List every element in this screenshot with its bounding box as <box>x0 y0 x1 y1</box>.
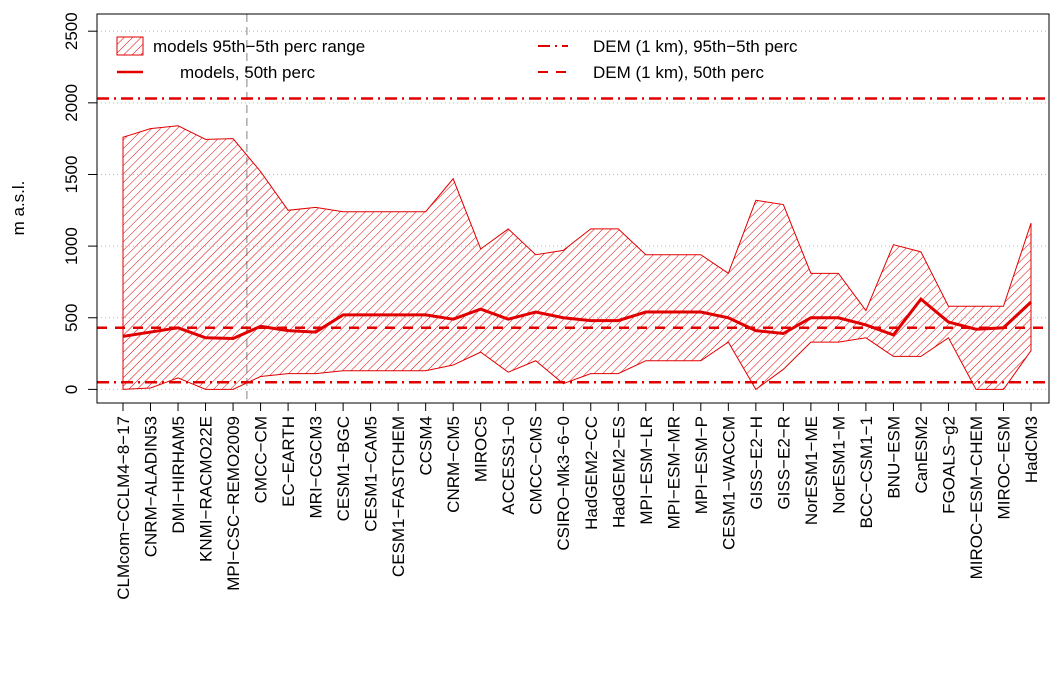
y-tick-label: 1500 <box>62 156 81 194</box>
x-tick-label: CLMcom−CCLM4−8−17 <box>114 416 133 600</box>
x-tick-label: MPI−CSC−REMO2009 <box>224 416 243 591</box>
x-tick-label: CCSM4 <box>417 416 436 476</box>
y-tick-label: 2500 <box>62 12 81 50</box>
x-tick-label: MIROC−ESM−CHEM <box>967 416 986 579</box>
x-tick-label: CESM1−CAM5 <box>362 416 381 532</box>
y-tick-label: 2000 <box>62 84 81 122</box>
x-tick-label: KNMI−RACMO22E <box>197 416 216 562</box>
legend-swatch <box>116 36 144 56</box>
x-tick-label: HadGEM2−CC <box>582 416 601 530</box>
x-tick-label: ACCESS1−0 <box>499 416 518 515</box>
x-tick-label: CNRM−ALADIN53 <box>142 416 161 557</box>
x-tick-label: HadCM3 <box>1022 416 1041 483</box>
legend-label: DEM (1 km), 95th−5th perc <box>593 37 798 56</box>
x-tick-label: CanESM2 <box>912 416 931 493</box>
median-line <box>122 296 1033 341</box>
y-tick-label: 1000 <box>62 227 81 265</box>
x-tick-label: CESM1−WACCM <box>719 416 738 550</box>
x-tick-label: CNRM−CM5 <box>444 416 463 513</box>
x-tick-label: NorESM1−M <box>829 416 848 514</box>
x-tick-label: CMCC−CM <box>252 416 271 503</box>
x-tick-label: MRI−CGCM3 <box>307 416 326 518</box>
x-tick-label: BCC−CSM1−1 <box>857 416 876 528</box>
range-band <box>122 125 1032 391</box>
legend-label: models 95th−5th perc range <box>153 37 365 56</box>
y-tick-label: 0 <box>62 385 81 394</box>
legend-label: DEM (1 km), 50th perc <box>593 63 764 82</box>
x-tick-label: FGOALS−g2 <box>939 416 958 514</box>
x-tick-label: GISS−E2−H <box>747 416 766 510</box>
y-tick-label: 500 <box>62 304 81 332</box>
x-tick-label: CMCC−CMS <box>527 416 546 515</box>
x-tick-label: BNU−ESM <box>884 416 903 499</box>
x-tick-label: CESM1−FASTCHEM <box>389 416 408 577</box>
y-axis-title: m a.s.l. <box>9 181 28 236</box>
plot-frame <box>96 13 1050 404</box>
x-tick-label: MIROC5 <box>472 416 491 482</box>
x-tick-label: HadGEM2−ES <box>609 416 628 528</box>
x-tick-label: NorESM1−ME <box>802 416 821 525</box>
x-tick-label: DMI−HIRHAM5 <box>169 416 188 534</box>
x-tick-label: CSIRO−Mk3−6−0 <box>554 416 573 551</box>
x-tick-label: GISS−E2−R <box>774 416 793 510</box>
x-tick-label: MPI−ESM−LR <box>637 416 656 525</box>
x-tick-label: MPI−ESM−P <box>692 416 711 514</box>
x-tick-label: EC−EARTH <box>279 416 298 507</box>
x-tick-label: MPI−ESM−MR <box>664 416 683 529</box>
x-tick-label: CESM1−BGC <box>334 416 353 521</box>
legend-label: models, 50th perc <box>180 63 316 82</box>
x-tick-label: MIROC−ESM <box>994 416 1013 519</box>
